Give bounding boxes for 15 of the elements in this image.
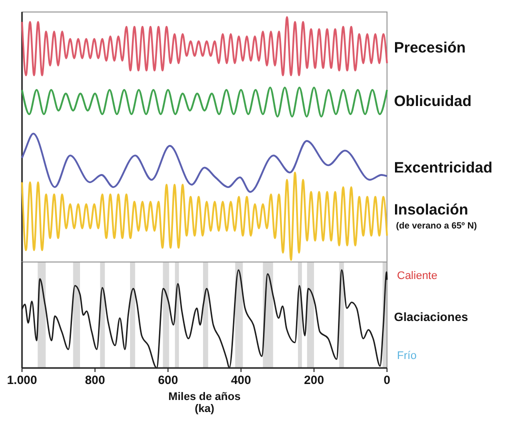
x-tick-label: 0 bbox=[384, 373, 391, 387]
x-tick-label: 800 bbox=[84, 373, 106, 387]
series-label: Precesión bbox=[394, 39, 466, 56]
x-tick-label: 1.000 bbox=[6, 373, 38, 387]
series-label: Excentricidad bbox=[394, 159, 492, 176]
x-axis-title: Miles de años (ka) bbox=[168, 391, 241, 415]
series-label: Oblicuidad bbox=[394, 92, 472, 110]
series-label: Insolación bbox=[394, 201, 468, 218]
x-tick-label: 400 bbox=[230, 373, 252, 387]
text: (de verano a 65º N) bbox=[396, 220, 477, 231]
x-tick-label: 200 bbox=[304, 373, 324, 387]
series-label: Glaciaciones bbox=[394, 310, 468, 324]
text: Caliente bbox=[397, 270, 438, 282]
x-tick-label: 600 bbox=[158, 373, 178, 387]
text: Frío bbox=[397, 350, 417, 362]
